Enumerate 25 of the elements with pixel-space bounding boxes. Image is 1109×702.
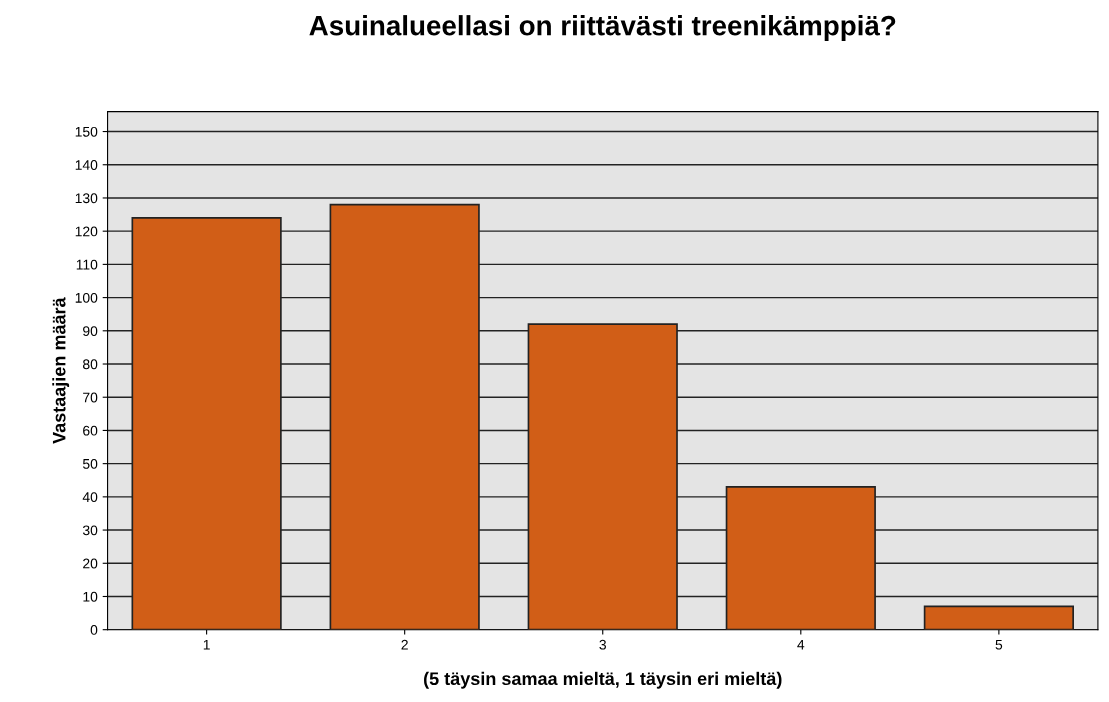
y-tick-label: 70 [83, 392, 98, 403]
y-tick-label: 140 [75, 160, 98, 170]
x-tick-label: 5 [995, 639, 1003, 650]
y-tick-label: 90 [83, 326, 98, 336]
y-tick-label: 150 [75, 126, 98, 137]
x-tick-label: 1 [203, 639, 210, 650]
x-axis-title: (5 täysin samaa mieltä, 1 täysin eri mieltä) [424, 671, 782, 689]
y-tick-label: 130 [75, 193, 98, 204]
y-tick-label: 40 [82, 492, 98, 503]
x-tick-label: 4 [797, 639, 805, 650]
y-axis-title: Vastaajien määrä [52, 297, 70, 444]
y-tick-label: 50 [82, 458, 98, 469]
y-tick-label: 120 [75, 226, 98, 237]
y-tick-label: 80 [83, 359, 98, 370]
bar [923, 605, 1074, 630]
y-tick-label: 60 [83, 425, 98, 436]
x-tick-label: 3 [599, 639, 606, 650]
x-tick-label: 2 [401, 639, 408, 650]
y-tick-label: 30 [82, 525, 98, 536]
y-tick-label: 0 [90, 625, 98, 635]
y-tick-label: 20 [83, 558, 98, 569]
y-tick-label: 100 [75, 292, 98, 303]
y-tick-label: 10 [83, 591, 98, 602]
y-tick-label: 110 [76, 259, 98, 270]
chart-title: Asuinalueellasi on riittävästi treenikämppiä? [309, 15, 896, 41]
